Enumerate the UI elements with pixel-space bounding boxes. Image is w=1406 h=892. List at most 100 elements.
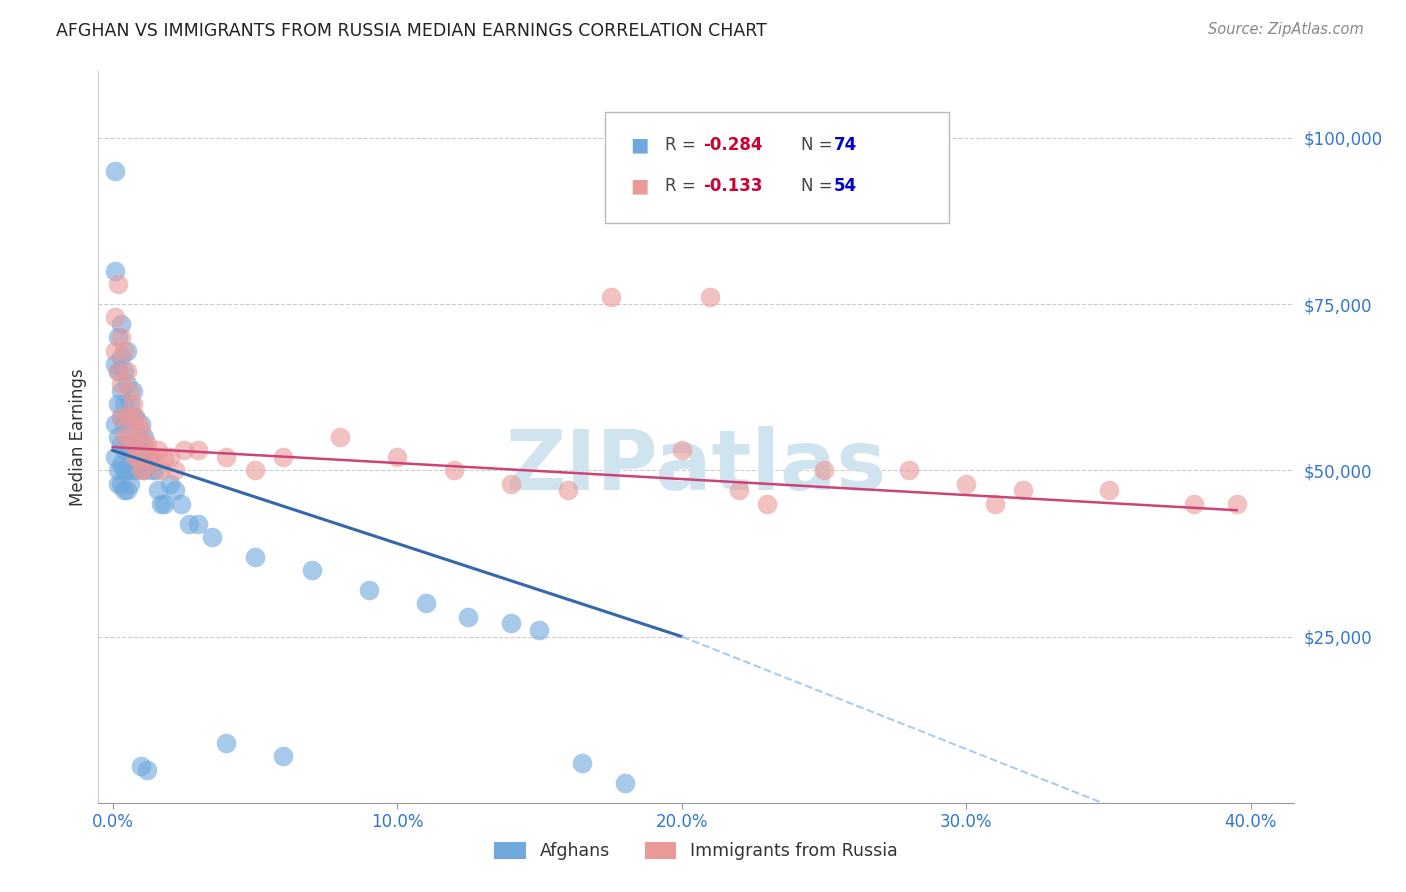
- Point: [141, 463, 163, 477]
- Text: R =: R =: [665, 136, 702, 153]
- Point: [138, 450, 160, 464]
- Text: -0.284: -0.284: [703, 136, 762, 153]
- Point: [127, 450, 149, 464]
- Point: [118, 384, 141, 398]
- Point: [107, 463, 129, 477]
- Point: [115, 410, 138, 425]
- Point: [699, 290, 721, 304]
- Point: [107, 277, 129, 292]
- Point: [135, 436, 157, 450]
- Point: [110, 457, 132, 471]
- Point: [124, 463, 146, 477]
- Point: [115, 483, 138, 498]
- Point: [115, 410, 138, 425]
- Point: [107, 363, 129, 377]
- Point: [215, 736, 238, 750]
- Point: [984, 497, 1007, 511]
- Point: [499, 616, 522, 631]
- Point: [118, 417, 141, 431]
- Point: [129, 463, 152, 477]
- Point: [1097, 483, 1119, 498]
- Point: [121, 410, 143, 425]
- Point: [110, 384, 132, 398]
- Point: [1182, 497, 1205, 511]
- Point: [110, 476, 132, 491]
- Point: [127, 430, 149, 444]
- Point: [107, 397, 129, 411]
- Point: [110, 436, 132, 450]
- Y-axis label: Median Earnings: Median Earnings: [69, 368, 87, 506]
- Point: [104, 164, 127, 178]
- Point: [104, 264, 127, 278]
- Point: [132, 430, 155, 444]
- Point: [132, 463, 155, 477]
- Point: [118, 430, 141, 444]
- Point: [499, 476, 522, 491]
- Point: [135, 450, 157, 464]
- Point: [756, 497, 779, 511]
- Point: [443, 463, 465, 477]
- Point: [118, 436, 141, 450]
- Point: [613, 776, 636, 790]
- Point: [118, 457, 141, 471]
- Point: [243, 549, 266, 564]
- Point: [179, 516, 201, 531]
- Point: [107, 476, 129, 491]
- Text: 54: 54: [834, 177, 856, 194]
- Point: [110, 330, 132, 344]
- Point: [201, 530, 224, 544]
- Text: 74: 74: [834, 136, 858, 153]
- Point: [104, 357, 127, 371]
- Text: ZIPatlas: ZIPatlas: [506, 425, 886, 507]
- Point: [955, 476, 977, 491]
- Legend: Afghans, Immigrants from Russia: Afghans, Immigrants from Russia: [488, 835, 904, 867]
- Point: [557, 483, 579, 498]
- Point: [129, 759, 152, 773]
- Point: [104, 417, 127, 431]
- Point: [110, 410, 132, 425]
- Point: [121, 384, 143, 398]
- Point: [571, 756, 593, 770]
- Point: [243, 463, 266, 477]
- Point: [112, 463, 135, 477]
- Point: [112, 417, 135, 431]
- Point: [110, 351, 132, 365]
- Point: [170, 497, 193, 511]
- Point: [121, 436, 143, 450]
- Point: [153, 450, 176, 464]
- Point: [529, 623, 551, 637]
- Point: [112, 430, 135, 444]
- Point: [110, 410, 132, 425]
- Point: [187, 516, 209, 531]
- Point: [121, 397, 143, 411]
- Point: [138, 450, 160, 464]
- Point: [129, 443, 152, 458]
- Text: N =: N =: [801, 177, 838, 194]
- Point: [148, 443, 170, 458]
- Point: [112, 397, 135, 411]
- Point: [148, 483, 170, 498]
- Point: [115, 343, 138, 358]
- Point: [129, 424, 152, 438]
- Point: [124, 410, 146, 425]
- Point: [124, 436, 146, 450]
- Point: [127, 417, 149, 431]
- Point: [104, 343, 127, 358]
- Point: [150, 497, 173, 511]
- Point: [112, 483, 135, 498]
- Point: [143, 463, 166, 477]
- Point: [115, 376, 138, 391]
- Point: [1012, 483, 1035, 498]
- Point: [273, 450, 295, 464]
- Point: [898, 463, 921, 477]
- Text: -0.133: -0.133: [703, 177, 762, 194]
- Point: [153, 497, 176, 511]
- Point: [671, 443, 693, 458]
- Point: [165, 463, 187, 477]
- Point: [118, 476, 141, 491]
- Point: [357, 582, 380, 597]
- Point: [112, 363, 135, 377]
- Text: R =: R =: [665, 177, 702, 194]
- Point: [107, 430, 129, 444]
- Point: [127, 457, 149, 471]
